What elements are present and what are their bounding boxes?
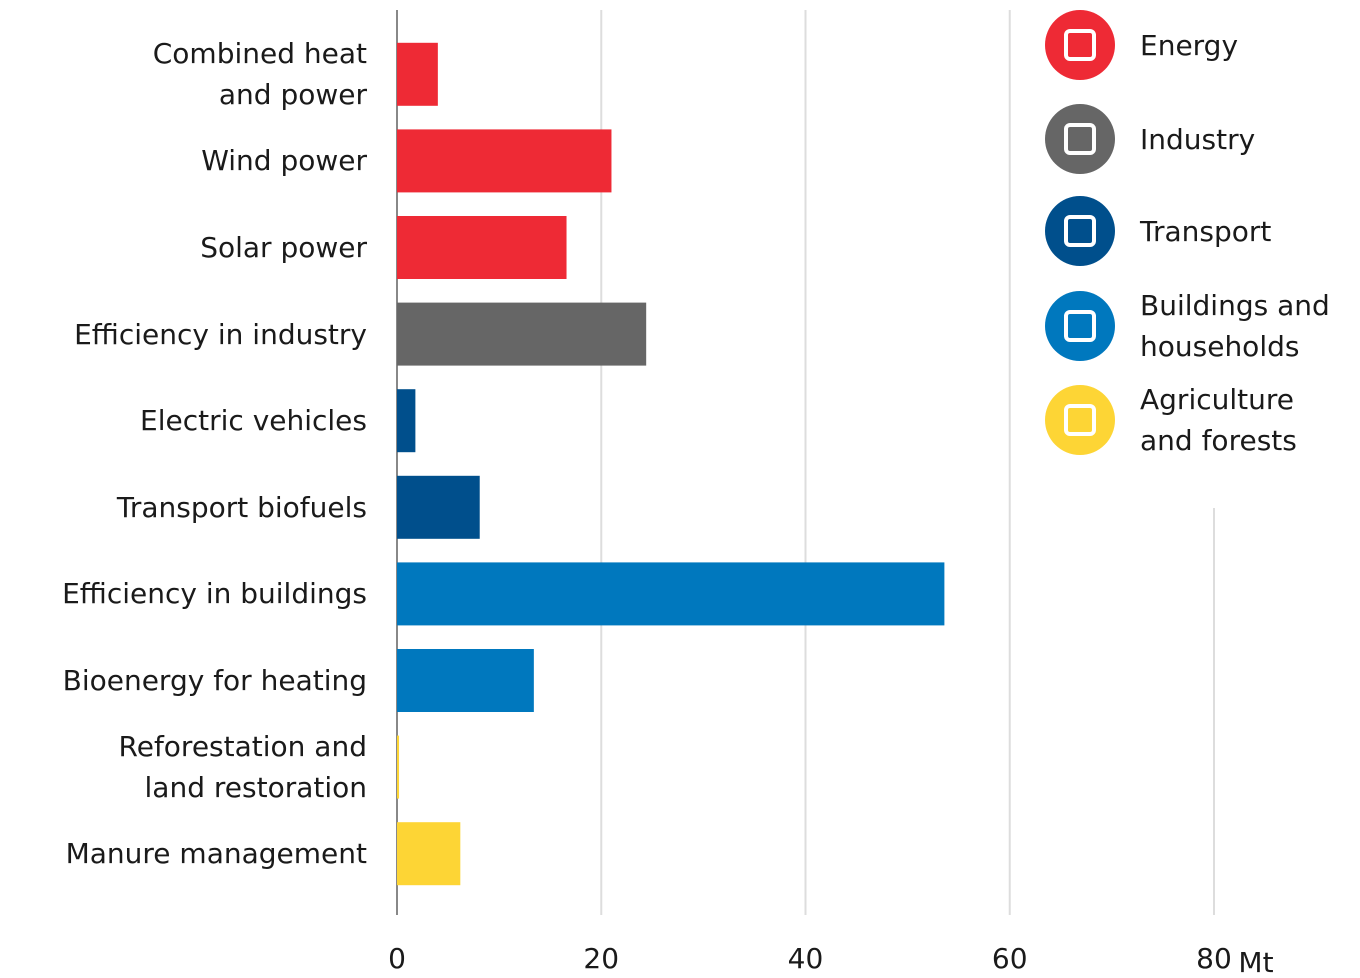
y-tick-label: Transport biofuels	[116, 490, 367, 524]
bar	[397, 822, 461, 886]
bar	[397, 216, 567, 279]
legend-label: Agriculture and forests	[1140, 383, 1297, 457]
x-tick-label: 0	[388, 942, 406, 975]
legend-icon	[1045, 104, 1115, 174]
y-tick-label: Efficiency in buildings	[62, 577, 367, 611]
y-tick-label: Combined heat and power	[152, 37, 367, 112]
legend-label: Transport	[1140, 214, 1272, 248]
legend-label: Buildings and households	[1140, 289, 1330, 363]
legend-glyph	[1064, 215, 1096, 247]
x-tick-label: 60	[991, 942, 1028, 975]
legend-glyph	[1064, 29, 1096, 61]
y-tick-label: Electric vehicles	[140, 404, 367, 438]
x-tick-label: 20	[583, 942, 620, 975]
legend-label: Industry	[1140, 122, 1256, 156]
bar	[397, 302, 647, 366]
bar	[397, 389, 416, 453]
legend-icon	[1045, 291, 1115, 361]
legend-icon	[1045, 196, 1115, 266]
legend-glyph	[1064, 404, 1096, 436]
x-tick-label: 80	[1196, 942, 1232, 975]
bar	[397, 475, 480, 539]
y-tick-label: Bioenergy for heating	[62, 664, 367, 697]
y-tick-label: Manure management	[65, 837, 367, 871]
bar	[397, 735, 400, 799]
y-tick-label: Solar power	[200, 231, 367, 264]
legend-label: Energy	[1140, 28, 1239, 62]
legend-icon	[1045, 10, 1115, 80]
legend-glyph	[1064, 123, 1096, 155]
x-tick-label: 40	[787, 942, 824, 975]
legend-icon	[1045, 385, 1115, 455]
bar	[397, 129, 612, 193]
y-tick-label: Efficiency in industry	[74, 317, 367, 351]
bar	[397, 562, 945, 626]
y-tick-label: Reforestation and land restoration	[118, 730, 367, 805]
bar	[397, 649, 534, 712]
legend-glyph	[1064, 310, 1096, 342]
x-axis-label: Mt	[1238, 946, 1274, 978]
y-tick-label: Wind power	[201, 144, 367, 178]
bar	[397, 42, 438, 106]
